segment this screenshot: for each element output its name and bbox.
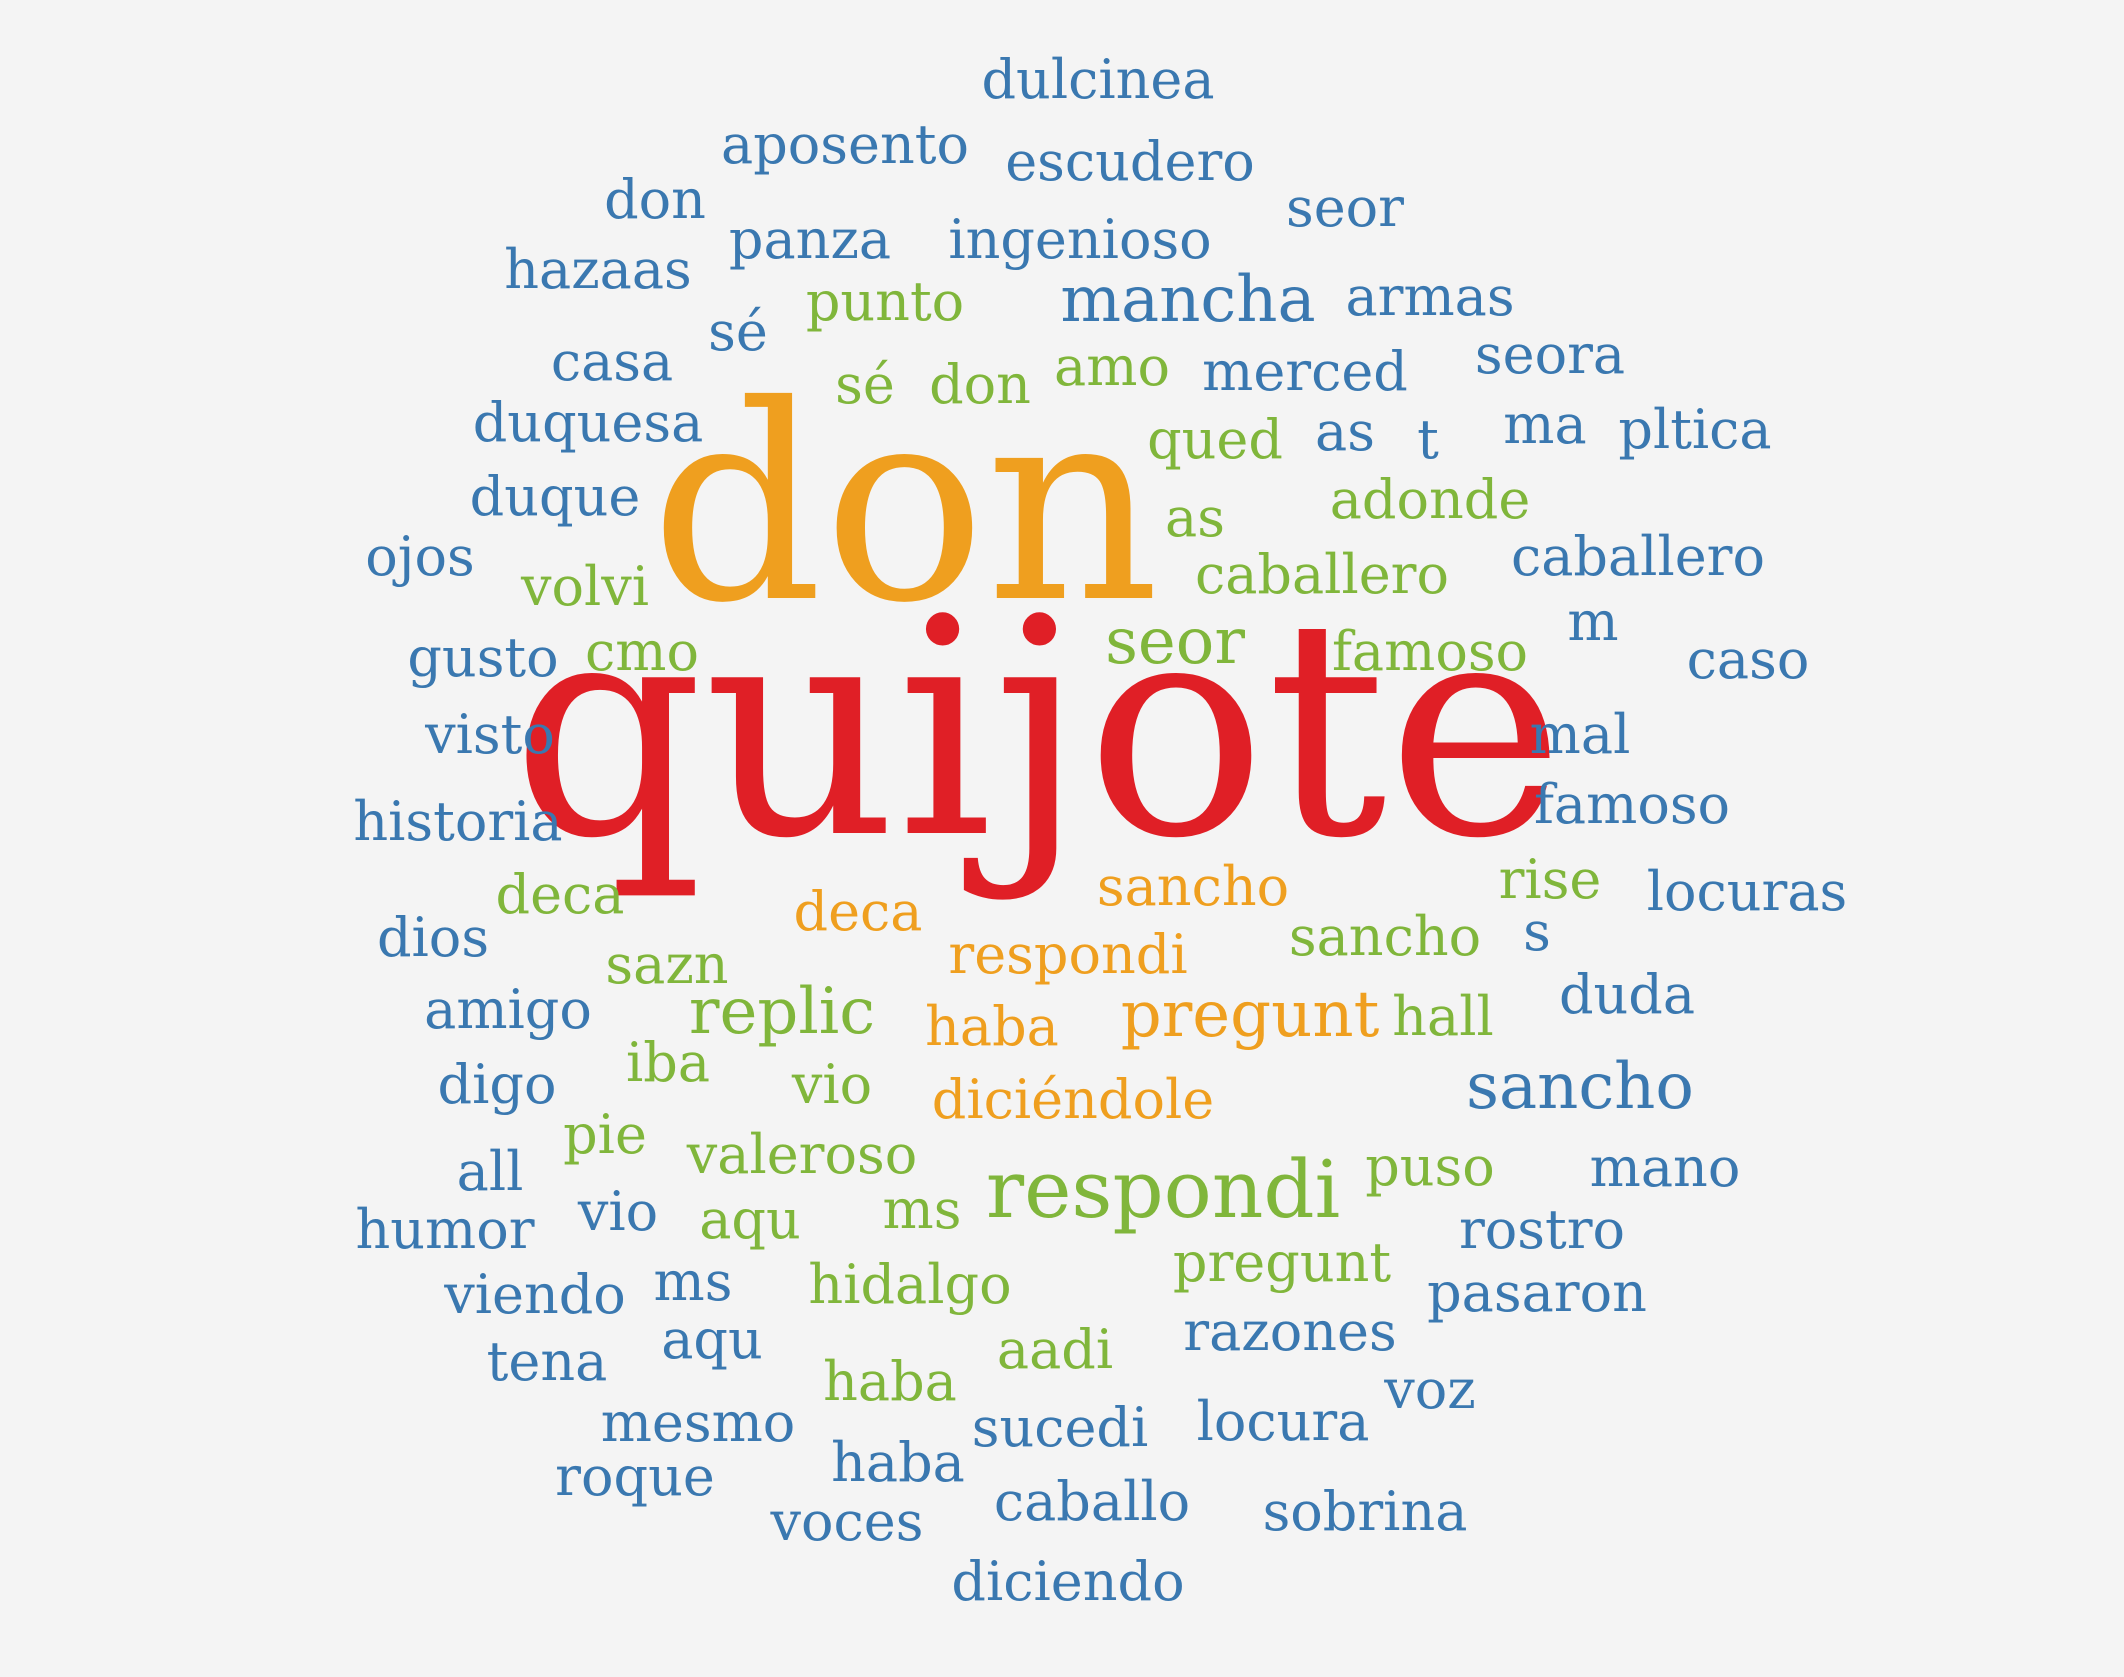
word-don: don	[604, 168, 706, 231]
word-hall: hall	[1392, 985, 1494, 1048]
word-se: sé	[835, 353, 895, 416]
word-panza: panza	[728, 208, 892, 271]
word-humor: humor	[355, 1198, 535, 1261]
word-seor: seor	[1286, 176, 1404, 239]
word-as: as	[1165, 486, 1225, 549]
word-visto: visto	[425, 703, 555, 766]
word-ingenioso: ingenioso	[948, 208, 1212, 271]
word-ojos: ojos	[365, 525, 475, 588]
word-aposento: aposento	[721, 113, 969, 176]
word-mano: mano	[1589, 1136, 1741, 1199]
word-caballero: caballero	[1194, 543, 1450, 606]
word-replic: replic	[688, 975, 876, 1049]
word-iba: iba	[625, 1031, 711, 1094]
word-pasaron: pasaron	[1427, 1261, 1647, 1324]
word-mesmo: mesmo	[600, 1391, 796, 1454]
word-ms: ms	[882, 1178, 962, 1241]
word-razones: razones	[1183, 1300, 1397, 1363]
word-mancha: mancha	[1060, 263, 1316, 337]
word-seor: seor	[1105, 605, 1245, 679]
word-voces: voces	[770, 1490, 924, 1553]
word-as: as	[1315, 400, 1375, 463]
word-diciendo: diciendo	[951, 1550, 1185, 1613]
word-famoso: famoso	[1533, 773, 1731, 836]
word-armas: armas	[1345, 265, 1515, 328]
word-historia: historia	[353, 790, 563, 853]
word-don: don	[929, 353, 1031, 416]
word-diciendole: diciéndole	[931, 1068, 1215, 1131]
word-pie: pie	[563, 1103, 647, 1166]
word-escudero: escudero	[1005, 130, 1255, 193]
word-aqu: aqu	[699, 1188, 801, 1251]
word-don: don	[650, 347, 1160, 662]
word-roque: roque	[555, 1445, 715, 1508]
word-m: m	[1567, 590, 1619, 653]
word-merced: merced	[1202, 340, 1408, 403]
word-quijote: quijote	[511, 555, 1565, 904]
word-duquesa: duquesa	[472, 391, 704, 454]
word-respondi: respondi	[948, 923, 1188, 986]
word-locuras: locuras	[1646, 860, 1848, 923]
word-famoso: famoso	[1331, 620, 1529, 683]
word-sancho: sancho	[1096, 855, 1290, 918]
word-volvi: volvi	[520, 555, 650, 618]
word-t: t	[1417, 408, 1439, 471]
word-cmo: cmo	[585, 620, 699, 683]
word-sucedi: sucedi	[971, 1396, 1149, 1459]
word-mal: mal	[1529, 703, 1631, 766]
word-voz: voz	[1384, 1358, 1476, 1421]
word-punto: punto	[805, 270, 965, 333]
word-pregunt: pregunt	[1172, 1231, 1392, 1294]
word-haba: haba	[831, 1431, 965, 1494]
word-adonde: adonde	[1329, 468, 1531, 531]
word-duque: duque	[469, 465, 641, 528]
word-rostro: rostro	[1458, 1198, 1626, 1261]
word-ma: ma	[1503, 393, 1587, 456]
word-vio: vio	[577, 1180, 659, 1243]
word-sazn: sazn	[605, 933, 729, 996]
word-dios: dios	[376, 906, 490, 969]
word-sobrina: sobrina	[1262, 1480, 1468, 1543]
word-deca: deca	[495, 863, 625, 926]
word-amo: amo	[1054, 335, 1170, 398]
word-digo: digo	[437, 1053, 557, 1116]
word-hidalgo: hidalgo	[808, 1253, 1012, 1316]
word-valeroso: valeroso	[686, 1123, 918, 1186]
word-respondi: respondi	[985, 1143, 1341, 1236]
word-se: sé	[708, 300, 768, 363]
word-amigo: amigo	[424, 978, 592, 1041]
word-aqu: aqu	[661, 1308, 763, 1371]
word-deca: deca	[793, 880, 923, 943]
word-puso: puso	[1365, 1135, 1495, 1198]
word-sancho: sancho	[1288, 905, 1482, 968]
word-aadi: aadi	[996, 1318, 1114, 1381]
word-pltica: pltica	[1618, 398, 1772, 461]
word-sancho: sancho	[1466, 1050, 1694, 1124]
word-pregunt: pregunt	[1120, 978, 1380, 1052]
word-haba: haba	[925, 995, 1059, 1058]
word-vio: vio	[791, 1053, 873, 1116]
word-s: s	[1523, 900, 1551, 963]
word-dulcinea: dulcinea	[981, 48, 1215, 111]
word-ms: ms	[653, 1250, 733, 1313]
word-qued: qued	[1147, 408, 1283, 471]
word-gusto: gusto	[407, 626, 559, 689]
word-rise: rise	[1498, 848, 1602, 911]
word-tena: tena	[486, 1330, 608, 1393]
word-casa: casa	[550, 330, 674, 393]
word-hazaas: hazaas	[504, 238, 692, 301]
word-caballo: caballo	[993, 1470, 1191, 1533]
word-haba: haba	[823, 1350, 957, 1413]
word-locura: locura	[1196, 1390, 1370, 1453]
word-caso: caso	[1686, 628, 1810, 691]
word-viendo: viendo	[444, 1263, 626, 1326]
word-all: all	[456, 1140, 524, 1203]
word-seora: seora	[1474, 323, 1626, 386]
word-duda: duda	[1558, 963, 1696, 1026]
word-caballero: caballero	[1510, 525, 1766, 588]
